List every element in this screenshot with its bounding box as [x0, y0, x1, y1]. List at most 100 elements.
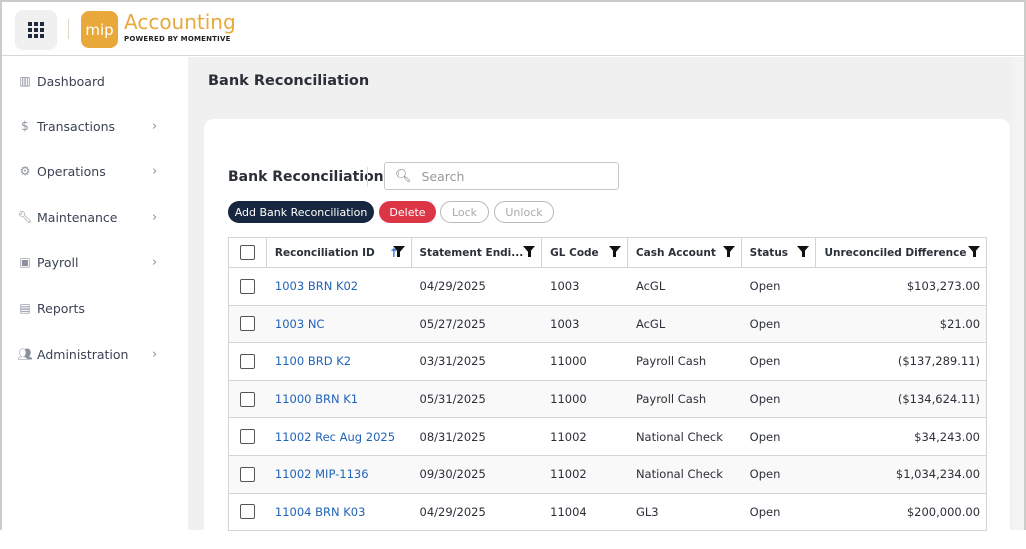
search-input[interactable] — [421, 168, 612, 184]
column-header-cash-account[interactable]: Cash Account — [628, 238, 742, 267]
sidebar-item-administration[interactable]: 👥︎ Administration › — [2, 342, 188, 366]
sidebar-item-operations[interactable]: ⚙ Operations › — [2, 159, 188, 183]
filter-icon[interactable] — [523, 246, 536, 257]
gl-code-cell: 1003 — [550, 279, 580, 294]
chevron-right-icon: › — [152, 163, 158, 179]
reconciliation-id-link[interactable]: 11002 Rec Aug 2025 — [274, 429, 396, 444]
dollar-icon: $ — [21, 119, 29, 133]
select-all-checkbox[interactable] — [239, 245, 255, 260]
sidebar-item-label: Administration — [37, 346, 129, 362]
sidebar-item-label: Operations — [37, 163, 106, 179]
cash-account-cell: National Check — [635, 429, 723, 444]
column-header-unreconciled-difference[interactable]: Unreconciled Difference — [816, 238, 986, 267]
sidebar-item-label: Maintenance — [37, 209, 118, 225]
reconciliation-id-link[interactable]: 1003 NC — [274, 316, 325, 331]
cash-account-cell: Payroll Cash — [635, 354, 707, 369]
reconciliation-id-link[interactable]: 11000 BRN K1 — [274, 392, 359, 407]
row-checkbox[interactable] — [240, 429, 256, 445]
reconciliation-id-link[interactable]: 1003 BRN K02 — [274, 279, 359, 294]
column-header-status[interactable]: Status — [742, 238, 817, 267]
filter-icon[interactable] — [797, 246, 810, 257]
column-header-gl-code[interactable]: GL Code — [542, 238, 628, 267]
top-bar: mip Accounting POWERED BY MOMENTIVE — [2, 2, 1024, 56]
unreconciled-difference-cell: $1,034,234.00 — [895, 467, 981, 482]
statement-ending-cell: 09/30/2025 — [419, 467, 486, 482]
sidebar-item-payroll[interactable]: ▣ Payroll › — [2, 250, 188, 274]
status-cell: Open — [749, 392, 781, 407]
unreconciled-difference-cell: $103,273.00 — [906, 279, 981, 294]
app-launcher-button[interactable] — [15, 10, 57, 50]
row-checkbox[interactable] — [240, 466, 256, 482]
table-row[interactable]: 11002 Rec Aug 2025 08/31/2025 11002 Nationa… — [229, 418, 986, 456]
status-cell: Open — [749, 316, 781, 331]
delete-button[interactable]: Delete — [379, 201, 436, 223]
scrollbar[interactable] — [1012, 57, 1024, 530]
row-checkbox[interactable] — [240, 504, 256, 520]
table-row[interactable]: 11004 BRN K03 04/29/2025 11004 GL3 Open $200,… — [229, 494, 986, 532]
sidebar-item-dashboard[interactable]: ▥ Dashboard — [2, 69, 188, 93]
reconciliation-id-link[interactable]: 1100 BRD K2 — [274, 354, 352, 369]
reconciliation-table: Reconciliation ID ↑ Statement Endi... GL … — [228, 237, 987, 532]
status-cell: Open — [749, 504, 781, 519]
chevron-right-icon: › — [152, 209, 158, 225]
gear-icon: ⚙ — [19, 164, 31, 178]
statement-ending-cell: 05/31/2025 — [419, 392, 486, 407]
table-row[interactable]: 11000 BRN K1 05/31/2025 11000 Payroll Cash O… — [229, 380, 986, 419]
filter-icon[interactable] — [722, 246, 735, 257]
cash-account-cell: AcGL — [635, 316, 666, 331]
reconciliation-id-link[interactable]: 11002 MIP-1136 — [274, 467, 369, 482]
select-cell — [229, 381, 267, 418]
main-content: Bank Reconciliation Bank Reconciliation … — [188, 57, 1024, 549]
gl-code-cell: 1003 — [550, 316, 580, 331]
add-bank-reconciliation-button[interactable]: Add Bank Reconciliation — [228, 201, 374, 223]
select-cell — [229, 268, 267, 305]
chart-icon: ▥ — [19, 74, 31, 88]
gl-code-cell: 11000 — [550, 392, 587, 407]
sidebar-item-transactions[interactable]: $ Transactions › — [2, 114, 188, 138]
reconciliation-id-link[interactable]: 11004 BRN K03 — [274, 504, 366, 519]
filter-icon[interactable] — [608, 246, 621, 257]
sidebar-item-label: Payroll — [37, 254, 79, 270]
statement-ending-cell: 03/31/2025 — [419, 354, 486, 369]
table-header: Reconciliation ID ↑ Statement Endi... GL … — [229, 238, 986, 268]
row-checkbox[interactable] — [240, 278, 256, 294]
unreconciled-difference-cell: $34,243.00 — [914, 429, 981, 444]
select-cell — [229, 343, 267, 380]
chevron-right-icon: › — [152, 346, 158, 362]
brand-name: Accounting — [124, 10, 236, 34]
brand-logo[interactable]: mip — [81, 11, 118, 48]
cash-account-cell: Payroll Cash — [635, 392, 707, 407]
column-label: Status — [749, 246, 789, 259]
grid-icon — [28, 22, 44, 38]
unreconciled-difference-cell: $21.00 — [939, 316, 981, 331]
column-header-statement-ending[interactable]: Statement Endi... — [412, 238, 543, 267]
users-icon: 👥︎ — [17, 347, 33, 361]
table-row[interactable]: 11002 MIP-1136 09/30/2025 11002 National Ch… — [229, 455, 986, 494]
column-header-reconciliation-id[interactable]: Reconciliation ID ↑ — [267, 238, 412, 267]
status-cell: Open — [749, 467, 781, 482]
lock-button[interactable]: Lock — [440, 201, 489, 223]
search-box[interactable]: 🔍︎ — [384, 162, 619, 190]
select-cell — [229, 306, 267, 343]
brand-tagline: POWERED BY MOMENTIVE — [124, 35, 231, 43]
filter-icon[interactable] — [392, 246, 405, 257]
row-checkbox[interactable] — [240, 353, 256, 369]
status-cell: Open — [749, 354, 781, 369]
row-checkbox[interactable] — [240, 391, 256, 407]
status-cell: Open — [749, 279, 781, 294]
wrench-icon: 🔧︎ — [17, 210, 33, 224]
table-row[interactable]: 1100 BRD K2 03/31/2025 11000 Payroll Cash Op… — [229, 343, 986, 381]
filter-icon[interactable] — [968, 246, 980, 257]
sidebar-item-reports[interactable]: ▤ Reports — [2, 296, 188, 320]
gl-code-cell: 11002 — [550, 429, 587, 444]
row-checkbox[interactable] — [240, 316, 256, 332]
sidebar-item-maintenance[interactable]: 🔧︎ Maintenance › — [2, 205, 188, 229]
table-row[interactable]: 1003 NC 05/27/2025 1003 AcGL Open $21.00 — [229, 305, 986, 344]
divider — [68, 19, 69, 39]
table-row[interactable]: 1003 BRN K02 04/29/2025 1003 AcGL Open $103,2… — [229, 268, 986, 306]
unlock-button[interactable]: Unlock — [494, 201, 554, 223]
chevron-right-icon: › — [152, 254, 158, 270]
gl-code-cell: 11004 — [550, 504, 587, 519]
unreconciled-difference-cell: ($137,289.11) — [897, 354, 981, 369]
unreconciled-difference-cell: $200,000.00 — [906, 504, 981, 519]
